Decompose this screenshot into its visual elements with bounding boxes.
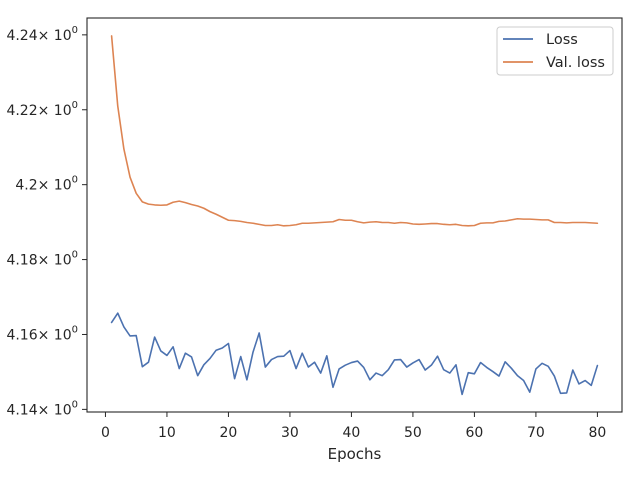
x-tick-label: 0 bbox=[101, 425, 110, 441]
y-tick-label: 4.18× 100 bbox=[6, 250, 78, 269]
x-tick-label: 80 bbox=[588, 425, 606, 441]
x-tick-label: 20 bbox=[220, 425, 238, 441]
series-line-1 bbox=[110, 312, 599, 396]
y-tick-label: 4.2× 100 bbox=[15, 175, 78, 194]
series-line-2 bbox=[110, 35, 599, 227]
x-axis: 0 10 20 30 40 50 60 70 80 bbox=[101, 412, 606, 441]
legend-label: Loss bbox=[546, 32, 578, 48]
legend-label: Val. loss bbox=[546, 55, 605, 71]
y-tick-label: 4.22× 100 bbox=[6, 100, 78, 119]
x-tick-label: 50 bbox=[404, 425, 422, 441]
axes-frame bbox=[86, 17, 623, 413]
x-tick-label: 70 bbox=[527, 425, 545, 441]
axes-border bbox=[86, 17, 623, 413]
x-tick-label: 40 bbox=[343, 425, 361, 441]
y-tick-label: 4.24× 100 bbox=[6, 25, 78, 44]
x-tick-label: 30 bbox=[281, 425, 299, 441]
series-lines bbox=[110, 35, 599, 396]
y-tick-label: 4.14× 100 bbox=[6, 399, 78, 418]
x-tick-label: 10 bbox=[158, 425, 176, 441]
y-tick-label: 4.16× 100 bbox=[6, 324, 78, 343]
y-axis: 4.14× 100 4.16× 100 4.18× 100 4.2× 100 4.22×… bbox=[6, 25, 87, 418]
x-tick-label: 60 bbox=[465, 425, 483, 441]
x-axis-label: Epochs bbox=[328, 445, 382, 463]
legend: Loss Val. loss bbox=[496, 26, 614, 76]
